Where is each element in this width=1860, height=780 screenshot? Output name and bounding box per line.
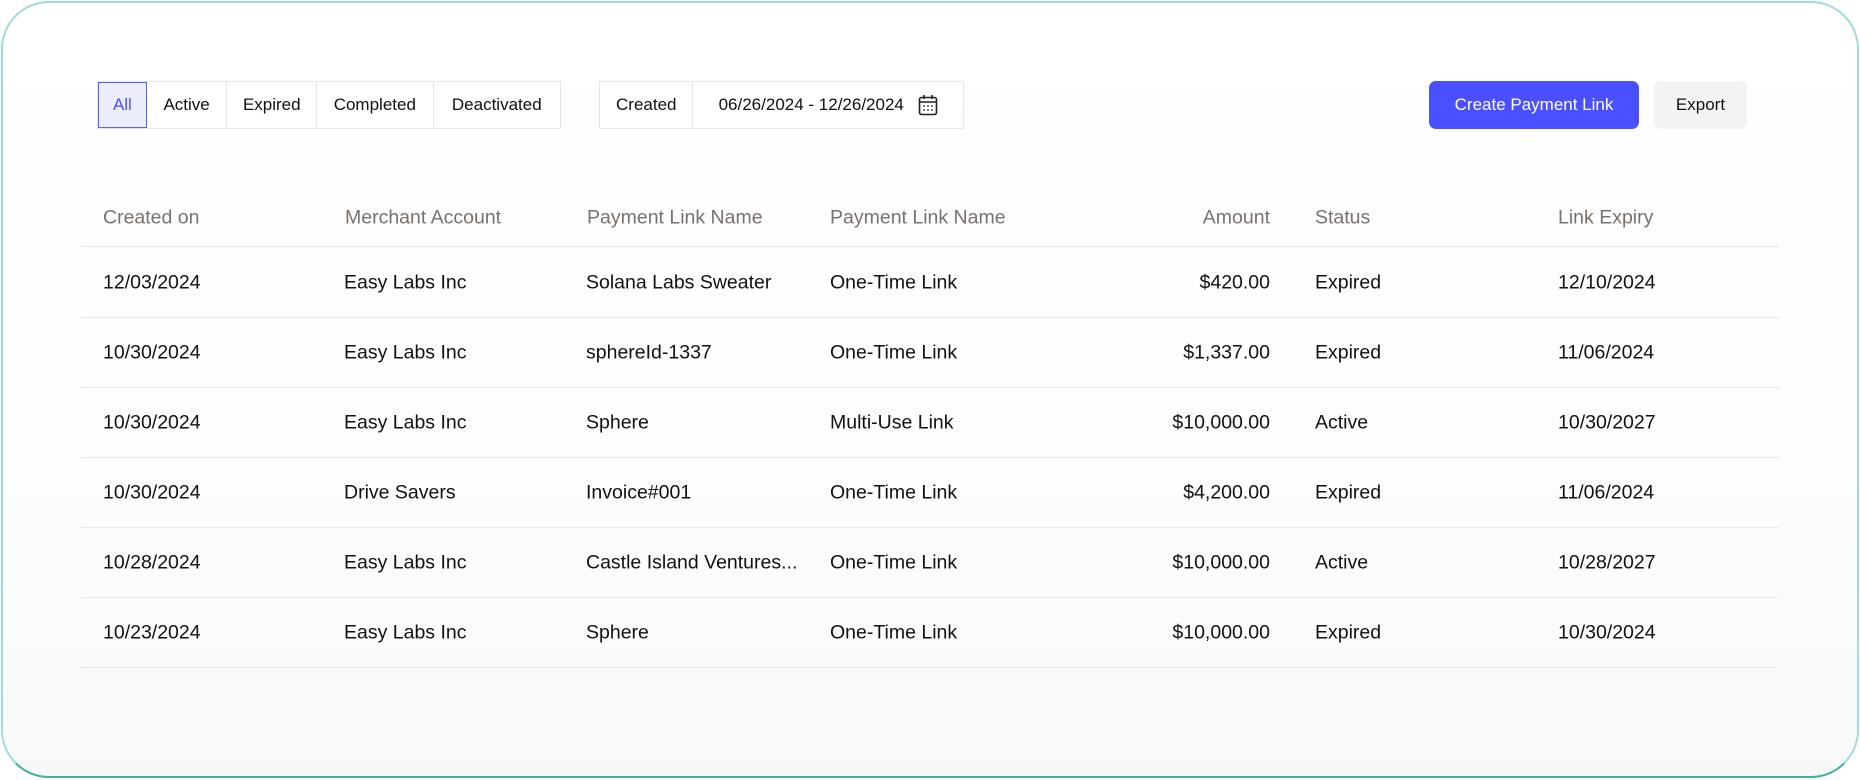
cell-link-type: One-Time Link	[830, 551, 958, 573]
cell-status: Active	[1315, 411, 1369, 433]
header-amount[interactable]: Amount	[1202, 206, 1270, 229]
header-status[interactable]: Status	[1315, 206, 1371, 229]
cell-link-type: One-Time Link	[830, 341, 958, 363]
tab-active[interactable]: Active	[147, 82, 228, 128]
cell-status: Expired	[1315, 341, 1382, 363]
header-payment-link-type[interactable]: Payment Link Name	[830, 206, 1006, 229]
cell-link-expiry: 11/06/2024	[1558, 481, 1655, 503]
cell-created-on: 12/03/2024	[103, 271, 201, 293]
cell-merchant-account: Easy Labs Inc	[344, 621, 467, 643]
table-header: Created on Merchant Account Payment Link…	[81, 190, 1779, 247]
cell-amount: $10,000.00	[1172, 621, 1270, 643]
export-button[interactable]: Export	[1654, 81, 1747, 129]
create-payment-link-button[interactable]: Create Payment Link	[1429, 81, 1639, 129]
cell-payment-link-name: Castle Island Ventures...	[586, 551, 798, 573]
date-field-select[interactable]: Created	[600, 82, 694, 128]
cell-link-expiry: 10/30/2024	[1558, 621, 1656, 643]
tab-completed[interactable]: Completed	[317, 82, 434, 128]
header-created-on[interactable]: Created on	[103, 206, 200, 229]
header-merchant-account[interactable]: Merchant Account	[345, 206, 502, 229]
cell-merchant-account: Easy Labs Inc	[344, 551, 467, 573]
header-link-expiry[interactable]: Link Expiry	[1558, 206, 1654, 229]
cell-link-expiry: 11/06/2024	[1558, 341, 1655, 363]
cell-created-on: 10/30/2024	[103, 481, 201, 503]
date-range-picker[interactable]: 06/26/2024 - 12/26/2024	[693, 82, 963, 128]
tab-expired[interactable]: Expired	[227, 82, 318, 128]
cell-amount: $10,000.00	[1172, 551, 1270, 573]
cell-merchant-account: Easy Labs Inc	[344, 271, 467, 293]
cell-link-type: One-Time Link	[830, 271, 958, 293]
cell-status: Expired	[1315, 621, 1382, 643]
tab-all[interactable]: All	[98, 82, 147, 128]
cell-status: Expired	[1315, 481, 1382, 503]
cell-created-on: 10/30/2024	[103, 341, 201, 363]
table-row[interactable]: 10/28/2024 Easy Labs Inc Castle Island Ven…	[81, 528, 1779, 598]
cell-status: Active	[1315, 551, 1369, 573]
table-row[interactable]: 10/30/2024 Drive Savers Invoice#001 One-Tim…	[81, 458, 1779, 528]
cell-status: Expired	[1315, 271, 1382, 293]
cell-link-expiry: 12/10/2024	[1558, 271, 1656, 293]
cell-created-on: 10/30/2024	[103, 411, 201, 433]
table-row[interactable]: 10/30/2024 Easy Labs Inc Sphere Multi-Use L…	[81, 388, 1779, 458]
cell-payment-link-name: Sphere	[586, 411, 649, 433]
cell-merchant-account: Easy Labs Inc	[344, 341, 467, 363]
cell-link-type: Multi-Use Link	[830, 411, 954, 433]
cell-payment-link-name: sphereId-1337	[586, 341, 712, 363]
cell-payment-link-name: Solana Labs Sweater	[586, 271, 772, 293]
cell-link-expiry: 10/30/2027	[1558, 411, 1656, 433]
cell-amount: $10,000.00	[1172, 411, 1270, 433]
date-filter: Created 06/26/2024 - 12/26/2024	[599, 81, 964, 129]
cell-merchant-account: Easy Labs Inc	[344, 411, 467, 433]
cell-created-on: 10/23/2024	[103, 621, 201, 643]
status-filter-tabs: All Active Expired Completed Deactivated	[97, 81, 561, 129]
table-row[interactable]: 10/23/2024 Easy Labs Inc Sphere One-Time Li…	[81, 598, 1779, 668]
date-range-value: 06/26/2024 - 12/26/2024	[718, 95, 904, 114]
cell-link-type: One-Time Link	[830, 621, 958, 643]
table-row[interactable]: 12/03/2024 Easy Labs Inc Solana Labs Sweat…	[81, 248, 1779, 318]
table-row[interactable]: 10/30/2024 Easy Labs Inc sphereId-1337 One-…	[81, 318, 1779, 388]
header-payment-link-name[interactable]: Payment Link Name	[587, 206, 763, 229]
cell-amount: $1,337.00	[1183, 341, 1270, 363]
cell-link-type: One-Time Link	[830, 481, 958, 503]
calendar-icon	[918, 95, 938, 116]
cell-amount: $4,200.00	[1183, 481, 1270, 503]
cell-link-expiry: 10/28/2027	[1558, 551, 1656, 573]
tab-deactivated[interactable]: Deactivated	[451, 95, 542, 114]
cell-payment-link-name: Sphere	[586, 621, 649, 643]
cell-payment-link-name: Invoice#001	[586, 481, 692, 503]
cell-merchant-account: Drive Savers	[344, 481, 456, 503]
cell-created-on: 10/28/2024	[103, 551, 201, 573]
cell-amount: $420.00	[1199, 271, 1271, 293]
